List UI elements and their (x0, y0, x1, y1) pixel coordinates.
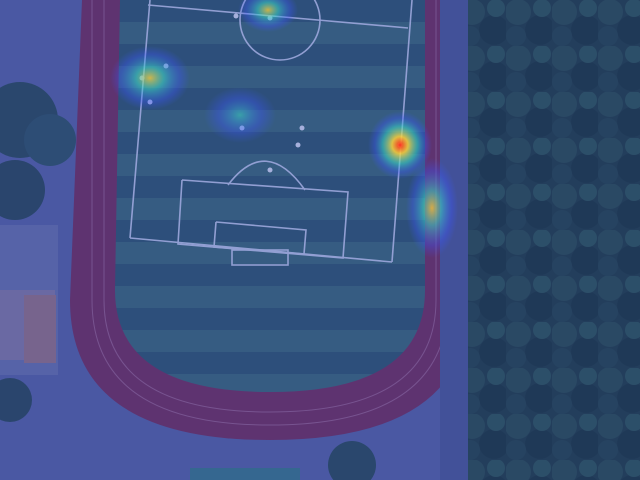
track-lane-lines (91, 0, 449, 426)
heatmap-hotspots (110, 0, 458, 258)
hotspot-center (204, 87, 276, 143)
hotspot-top (238, 0, 298, 32)
bottom-tree (328, 441, 376, 480)
hotspot-left (110, 46, 190, 110)
left-tree-cluster (0, 82, 76, 422)
left-building-orange (24, 295, 56, 363)
hotspot-right-lower (406, 158, 458, 258)
hotspot-right-peak (368, 111, 432, 179)
track-lane-lines-inner (103, 0, 437, 413)
bottom-green-roof (190, 468, 300, 480)
football-field (115, 0, 425, 392)
field-markings (129, 0, 413, 266)
right-tree-canopy (462, 0, 640, 480)
